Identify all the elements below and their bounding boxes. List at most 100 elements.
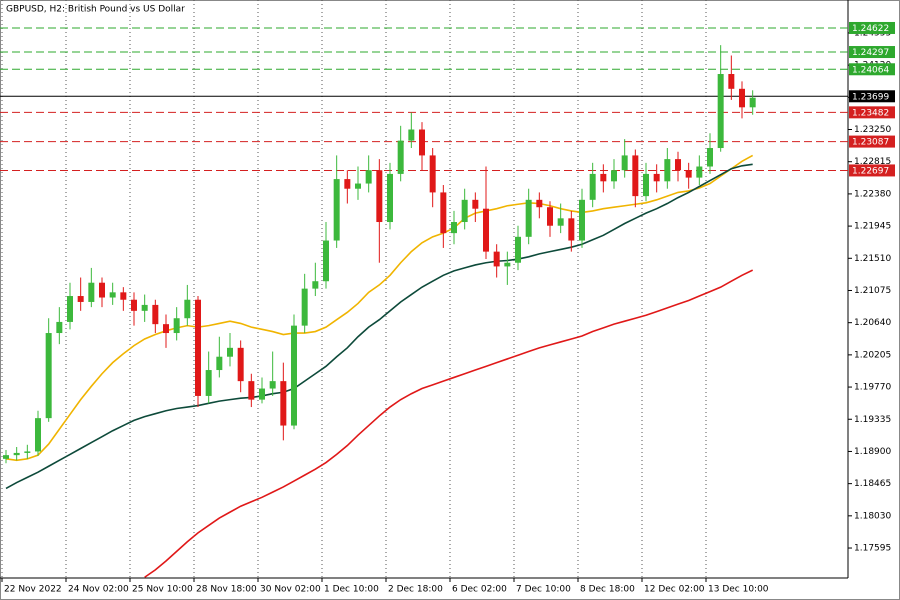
candle-body [248, 381, 255, 400]
candle-body [365, 170, 372, 184]
candle-body [120, 292, 127, 300]
candle-body [728, 74, 735, 89]
candle-body [13, 452, 20, 456]
price-box [849, 63, 895, 76]
candle-body [632, 155, 639, 197]
candle-body [227, 347, 233, 357]
x-tick-label: 2 Dec 18:00 [388, 585, 443, 595]
moving-average [5, 163, 753, 490]
x-tick-label: 30 Nov 02:00 [260, 585, 321, 595]
y-tick-label: 1.22815 [854, 157, 891, 167]
y-tick-label: 1.18900 [854, 447, 891, 457]
y-tick-label: 1.18465 [854, 479, 891, 489]
x-tick-label: 13 Dec 10:00 [708, 585, 769, 595]
price-box-label: 1.23699 [852, 92, 889, 102]
candle-body [24, 451, 31, 453]
candle-body [152, 304, 159, 325]
candle-body [419, 129, 425, 156]
y-tick-label: 1.20640 [854, 318, 891, 328]
candle-body [376, 170, 383, 223]
x-tick-label: 7 Dec 10:00 [516, 585, 571, 595]
chart-title: GBPUSD, H2: British Pound vs US Dollar [6, 5, 185, 15]
y-tick-label: 1.19335 [854, 415, 891, 425]
candle-body [355, 183, 361, 189]
x-tick-label: 6 Dec 02:00 [452, 585, 507, 595]
y-tick-label: 1.19770 [854, 383, 891, 393]
price-box [849, 21, 895, 34]
candle-body [280, 381, 287, 426]
candle-body [643, 173, 649, 197]
candle-body [472, 199, 479, 209]
candle-body [717, 74, 724, 149]
candle-body [99, 282, 105, 298]
candle-body [483, 208, 489, 252]
candle-body [451, 222, 457, 234]
x-tick-label: 24 Nov 02:00 [68, 585, 129, 595]
candle-body [259, 388, 265, 400]
y-tick-label: 1.22380 [854, 189, 891, 199]
moving-average [144, 269, 754, 578]
candle-body [323, 240, 329, 282]
x-tick-label: 12 Dec 02:00 [644, 585, 705, 595]
candle-body [344, 179, 351, 189]
candle-body [291, 325, 297, 426]
candle-body [600, 173, 607, 182]
candle-body [131, 299, 137, 311]
candle-body [675, 159, 681, 171]
candle-body [568, 218, 575, 241]
candle-body [237, 347, 244, 382]
candle-body [56, 321, 63, 334]
candle-body [504, 262, 511, 267]
y-tick-label: 1.21075 [854, 286, 891, 296]
y-tick-label: 1.21945 [854, 222, 891, 232]
price-box [849, 135, 895, 148]
candle-body [269, 381, 276, 389]
candle-body [88, 282, 95, 302]
price-box [849, 106, 895, 119]
candle-body [589, 173, 596, 200]
candle-body [109, 292, 116, 298]
candle-body [141, 304, 148, 311]
candle-body [440, 192, 447, 234]
candle-body [525, 199, 532, 237]
candle-body [35, 418, 41, 452]
candle-body [653, 173, 660, 182]
candle-body [387, 173, 393, 223]
y-tick-label: 1.18030 [854, 511, 891, 521]
price-box-label: 1.23087 [852, 138, 889, 148]
price-box [849, 90, 895, 103]
candle-body [611, 170, 617, 182]
candle-body [664, 159, 671, 182]
x-tick-label: 22 Nov 2022 [4, 585, 62, 595]
candle-body [216, 356, 223, 371]
candle-body [579, 199, 585, 241]
candle-body [333, 179, 340, 241]
candle-body [45, 333, 52, 419]
candle-body [557, 218, 564, 226]
price-box-label: 1.23482 [852, 108, 889, 118]
candle-body [749, 97, 756, 108]
candle-body [515, 236, 521, 263]
candle-body [397, 140, 404, 174]
candle-body [536, 199, 543, 208]
candle-body [547, 207, 553, 226]
price-box [849, 46, 895, 59]
price-box-label: 1.22697 [852, 166, 889, 176]
candle-body [461, 199, 468, 223]
candle-body [493, 251, 500, 267]
y-tick-label: 1.17595 [854, 544, 891, 554]
candle-body [195, 299, 201, 396]
candle-body [173, 318, 180, 334]
price-box-label: 1.24622 [852, 24, 889, 34]
y-tick-label: 1.21510 [854, 254, 891, 264]
candle-body [621, 155, 628, 171]
candle-body [67, 296, 73, 322]
x-tick-label: 8 Dec 18:00 [580, 585, 635, 595]
candle-body [408, 129, 415, 141]
candle-body [739, 88, 745, 108]
y-tick-label: 1.20205 [854, 350, 891, 360]
candle-body [163, 324, 169, 334]
candle-body [429, 155, 436, 193]
